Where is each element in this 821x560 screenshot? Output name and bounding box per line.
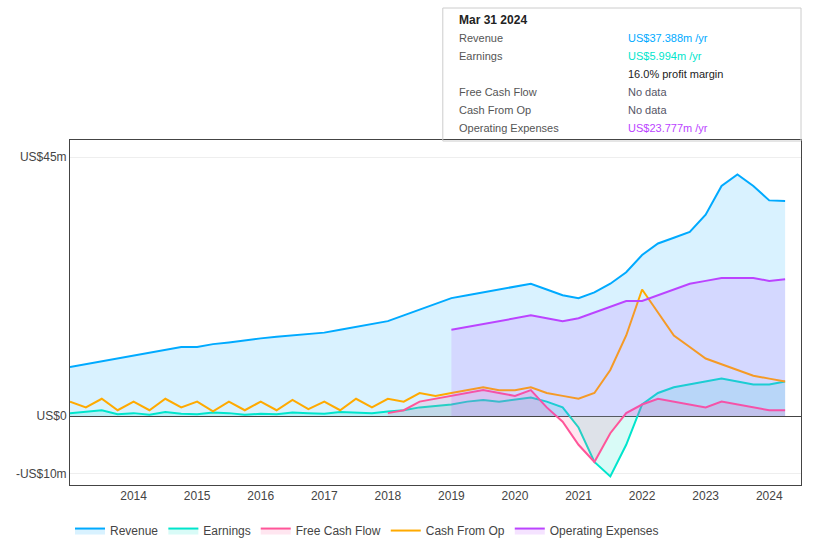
svg-text:Revenue: Revenue <box>110 524 158 538</box>
svg-text:No data: No data <box>628 104 667 116</box>
svg-text:US$23.777m /yr: US$23.777m /yr <box>628 122 708 134</box>
svg-text:16.0% profit margin: 16.0% profit margin <box>628 68 723 80</box>
svg-text:US$45m: US$45m <box>20 150 67 164</box>
svg-text:Free Cash Flow: Free Cash Flow <box>296 524 381 538</box>
svg-text:Cash From Op: Cash From Op <box>426 524 505 538</box>
svg-text:2014: 2014 <box>120 489 147 503</box>
svg-text:2021: 2021 <box>565 489 592 503</box>
svg-text:2020: 2020 <box>502 489 529 503</box>
svg-text:Earnings: Earnings <box>459 50 503 62</box>
svg-text:US$5.994m /yr: US$5.994m /yr <box>628 50 702 62</box>
svg-text:Earnings: Earnings <box>203 524 250 538</box>
svg-text:Mar 31 2024: Mar 31 2024 <box>459 13 527 27</box>
svg-text:Free Cash Flow: Free Cash Flow <box>459 86 537 98</box>
svg-text:Operating Expenses: Operating Expenses <box>459 122 559 134</box>
svg-text:2017: 2017 <box>311 489 338 503</box>
svg-text:2016: 2016 <box>247 489 274 503</box>
svg-text:Cash From Op: Cash From Op <box>459 104 531 116</box>
svg-text:No data: No data <box>628 86 667 98</box>
svg-text:Operating Expenses: Operating Expenses <box>550 524 659 538</box>
svg-text:-US$10m: -US$10m <box>16 467 67 481</box>
svg-text:2024: 2024 <box>756 489 783 503</box>
svg-text:2018: 2018 <box>374 489 401 503</box>
svg-text:US$37.388m /yr: US$37.388m /yr <box>628 32 708 44</box>
svg-text:2023: 2023 <box>692 489 719 503</box>
svg-text:US$0: US$0 <box>37 409 67 423</box>
svg-text:2022: 2022 <box>629 489 656 503</box>
svg-text:2019: 2019 <box>438 489 465 503</box>
svg-text:2015: 2015 <box>184 489 211 503</box>
svg-text:Revenue: Revenue <box>459 32 503 44</box>
